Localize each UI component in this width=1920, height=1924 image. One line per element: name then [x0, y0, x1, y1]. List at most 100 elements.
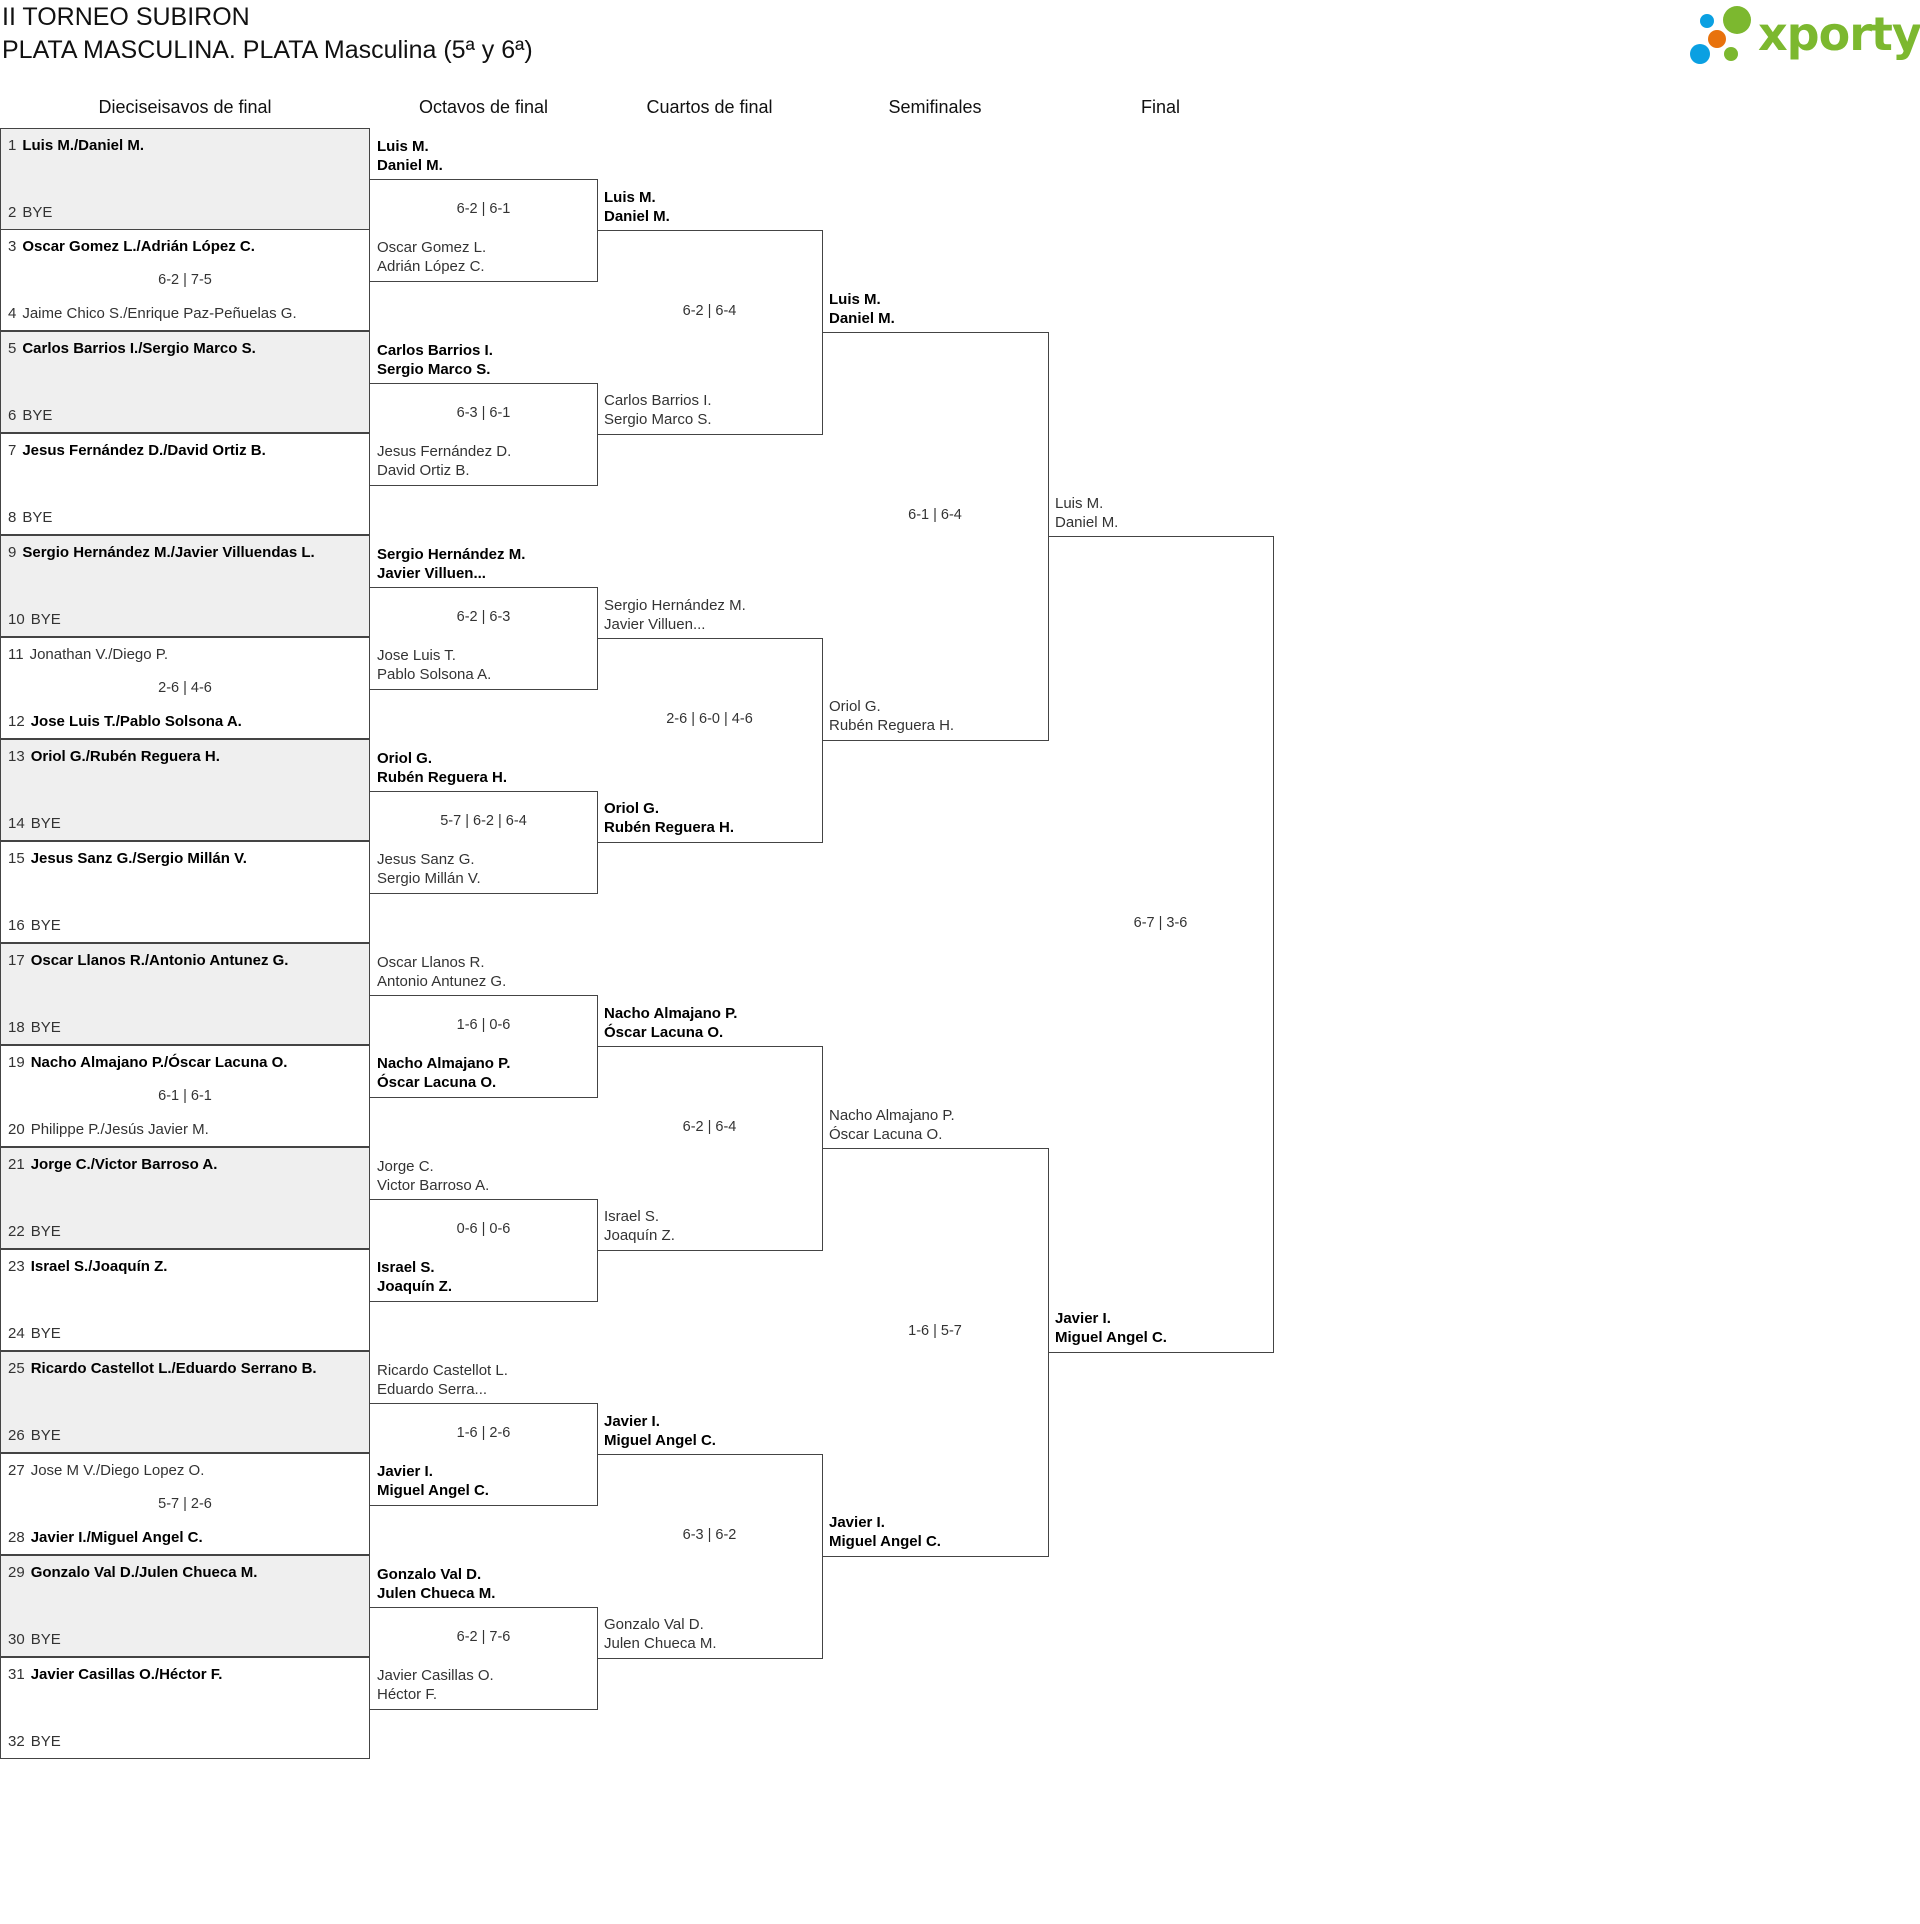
first-round-match[interactable]: 31 Javier Casillas O./Héctor F. 32 BYE [0, 1657, 370, 1759]
top-team[interactable]: Jorge C. Victor Barroso A. [370, 1157, 489, 1195]
match-box[interactable]: 0-6 | 0-6 Israel S. Joaquín Z. [370, 1199, 598, 1302]
team-name: BYE [30, 1325, 61, 1342]
match-box[interactable]: 6-2 | 6-3 Jose Luis T. Pablo Solsona A. [370, 587, 598, 690]
team-entry[interactable]: 27 Jose M V./Diego Lopez O. [8, 1461, 204, 1480]
team-entry[interactable]: 1 Luis M./Daniel M. [8, 136, 144, 155]
match-box[interactable]: 5-7 | 6-2 | 6-4 Jesus Sanz G. Sergio Millá… [370, 791, 598, 894]
match-box[interactable]: 6-2 | 6-4 Carlos Barrios I. Sergio Marco S… [597, 230, 823, 435]
team-entry[interactable]: 4 Jaime Chico S./Enrique Paz-Peñuelas G. [8, 304, 297, 323]
first-round-match[interactable]: 9 Sergio Hernández M./Javier Villuendas L… [0, 535, 370, 637]
team-entry[interactable]: 14 BYE [8, 814, 61, 833]
team-entry[interactable]: 13 Oriol G./Rubén Reguera H. [8, 747, 220, 766]
bottom-team[interactable]: Oriol G. Rubén Reguera H. [822, 697, 1048, 740]
top-team[interactable]: Sergio Hernández M. Javier Villuen... [597, 596, 746, 634]
match-box[interactable]: 1-6 | 2-6 Javier I. Miguel Angel C. [370, 1403, 598, 1506]
bottom-team[interactable]: Javier I. Miguel Angel C. [1048, 1309, 1273, 1352]
match-box[interactable]: 6-2 | 7-6 Javier Casillas O. Héctor F. [370, 1607, 598, 1710]
top-team[interactable]: Oscar Llanos R. Antonio Antunez G. [370, 953, 506, 991]
first-round-match[interactable]: 1 Luis M./Daniel M. 2 BYE [0, 128, 370, 230]
round-header: Dieciseisavos de final [98, 97, 272, 117]
team-entry[interactable]: 2 BYE [8, 203, 52, 222]
top-team[interactable]: Gonzalo Val D. Julen Chueca M. [370, 1565, 495, 1603]
team-entry[interactable]: 15 Jesus Sanz G./Sergio Millán V. [8, 849, 247, 868]
first-round-match[interactable]: 5 Carlos Barrios I./Sergio Marco S. 6 BYE [0, 331, 370, 433]
match-box[interactable]: 6-3 | 6-2 Gonzalo Val D. Julen Chueca M. [597, 1454, 823, 1659]
match-box[interactable]: 1-6 | 5-7 Javier I. Miguel Angel C. [822, 1148, 1049, 1557]
bottom-team[interactable]: Nacho Almajano P. Óscar Lacuna O. [370, 1054, 597, 1097]
top-team[interactable]: Sergio Hernández M. Javier Villuen... [370, 545, 525, 583]
team-entry[interactable]: 23 Israel S./Joaquín Z. [8, 1257, 167, 1276]
first-round-match[interactable]: 29 Gonzalo Val D./Julen Chueca M. 30 BYE [0, 1555, 370, 1657]
first-round-match[interactable]: 27 Jose M V./Diego Lopez O. 28 Javier I./Mi… [0, 1453, 370, 1555]
team-entry[interactable]: 19 Nacho Almajano P./Óscar Lacuna O. [8, 1053, 287, 1072]
team-entry[interactable]: 30 BYE [8, 1630, 61, 1649]
first-round-match[interactable]: 23 Israel S./Joaquín Z. 24 BYE [0, 1249, 370, 1351]
team-entry[interactable]: 10 BYE [8, 610, 61, 629]
team-entry[interactable]: 3 Oscar Gomez L./Adrián López C. [8, 237, 255, 256]
team-entry[interactable]: 32 BYE [8, 1732, 61, 1751]
player-name: Israel S. [604, 1208, 660, 1225]
match-box[interactable]: 6-1 | 6-4 Oriol G. Rubén Reguera H. [822, 332, 1049, 741]
bottom-team[interactable]: Jesus Fernández D. David Ortiz B. [370, 442, 597, 485]
bottom-team[interactable]: Carlos Barrios I. Sergio Marco S. [597, 391, 822, 434]
team-name: BYE [30, 917, 61, 934]
team-entry[interactable]: 8 BYE [8, 508, 52, 527]
match-box[interactable]: 6-3 | 6-1 Jesus Fernández D. David Ortiz B… [370, 383, 598, 486]
first-round-match[interactable]: 19 Nacho Almajano P./Óscar Lacuna O. 20 Phi… [0, 1045, 370, 1147]
team-entry[interactable]: 26 BYE [8, 1426, 61, 1445]
top-team[interactable]: Luis M. Daniel M. [597, 188, 670, 226]
match-box[interactable]: 2-6 | 6-0 | 4-6 Oriol G. Rubén Reguera H. [597, 638, 823, 843]
team-entry[interactable]: 31 Javier Casillas O./Héctor F. [8, 1665, 222, 1684]
team-entry[interactable]: 9 Sergio Hernández M./Javier Villuendas L… [8, 543, 315, 562]
seed-number: 18 [8, 1019, 25, 1036]
team-entry[interactable]: 5 Carlos Barrios I./Sergio Marco S. [8, 339, 256, 358]
bottom-team[interactable]: Javier I. Miguel Angel C. [370, 1462, 597, 1505]
first-round-match[interactable]: 13 Oriol G./Rubén Reguera H. 14 BYE [0, 739, 370, 841]
bottom-team[interactable]: Jose Luis T. Pablo Solsona A. [370, 646, 597, 689]
first-round-match[interactable]: 3 Oscar Gomez L./Adrián López C. 4 Jaime Ch… [0, 229, 370, 331]
team-entry[interactable]: 29 Gonzalo Val D./Julen Chueca M. [8, 1563, 257, 1582]
team-entry[interactable]: 22 BYE [8, 1222, 61, 1241]
top-team[interactable]: Javier I. Miguel Angel C. [597, 1412, 716, 1450]
first-round-match[interactable]: 21 Jorge C./Victor Barroso A. 22 BYE [0, 1147, 370, 1249]
bottom-team[interactable]: Israel S. Joaquín Z. [370, 1258, 597, 1301]
bottom-team[interactable]: Javier I. Miguel Angel C. [822, 1513, 1048, 1556]
bottom-team[interactable]: Jesus Sanz G. Sergio Millán V. [370, 850, 597, 893]
player-name: Oscar Llanos R. [377, 954, 485, 971]
top-team[interactable]: Ricardo Castellot L. Eduardo Serra... [370, 1361, 508, 1399]
top-team[interactable]: Nacho Almajano P. Óscar Lacuna O. [597, 1004, 737, 1042]
team-entry[interactable]: 12 Jose Luis T./Pablo Solsona A. [8, 712, 242, 731]
first-round-match[interactable]: 7 Jesus Fernández D./David Ortiz B. 8 BYE [0, 433, 370, 535]
match-box[interactable]: 6-7 | 3-6 Javier I. Miguel Angel C. [1048, 536, 1274, 1353]
team-entry[interactable]: 25 Ricardo Castellot L./Eduardo Serrano B… [8, 1359, 317, 1378]
match-box[interactable]: 6-2 | 6-1 Oscar Gomez L. Adrián López C. [370, 179, 598, 282]
top-team[interactable]: Luis M. Daniel M. [370, 137, 443, 175]
team-entry[interactable]: 24 BYE [8, 1324, 61, 1343]
team-entry[interactable]: 28 Javier I./Miguel Angel C. [8, 1528, 203, 1547]
first-round-match[interactable]: 25 Ricardo Castellot L./Eduardo Serrano B… [0, 1351, 370, 1453]
first-round-match[interactable]: 17 Oscar Llanos R./Antonio Antunez G. 18 BY… [0, 943, 370, 1045]
team-entry[interactable]: 17 Oscar Llanos R./Antonio Antunez G. [8, 951, 288, 970]
bottom-team[interactable]: Javier Casillas O. Héctor F. [370, 1666, 597, 1709]
top-team[interactable]: Luis M. Daniel M. [822, 290, 895, 328]
bottom-team[interactable]: Gonzalo Val D. Julen Chueca M. [597, 1615, 822, 1658]
team-entry[interactable]: 6 BYE [8, 406, 52, 425]
match-box[interactable]: 6-2 | 6-4 Israel S. Joaquín Z. [597, 1046, 823, 1251]
team-entry[interactable]: 11 Jonathan V./Diego P. [8, 645, 168, 664]
top-team[interactable]: Nacho Almajano P. Óscar Lacuna O. [822, 1106, 955, 1144]
match-box[interactable]: 1-6 | 0-6 Nacho Almajano P. Óscar Lacuna O… [370, 995, 598, 1098]
player-name: Oriol G. [377, 750, 433, 767]
top-team[interactable]: Carlos Barrios I. Sergio Marco S. [370, 341, 493, 379]
team-entry[interactable]: 21 Jorge C./Victor Barroso A. [8, 1155, 217, 1174]
first-round-match[interactable]: 15 Jesus Sanz G./Sergio Millán V. 16 BYE [0, 841, 370, 943]
team-entry[interactable]: 18 BYE [8, 1018, 61, 1037]
team-entry[interactable]: 16 BYE [8, 916, 61, 935]
top-team[interactable]: Oriol G. Rubén Reguera H. [370, 749, 507, 787]
top-team[interactable]: Luis M. Daniel M. [1048, 494, 1118, 532]
bottom-team[interactable]: Israel S. Joaquín Z. [597, 1207, 822, 1250]
bottom-team[interactable]: Oscar Gomez L. Adrián López C. [370, 238, 597, 281]
first-round-match[interactable]: 11 Jonathan V./Diego P. 12 Jose Luis T./Pab… [0, 637, 370, 739]
team-entry[interactable]: 7 Jesus Fernández D./David Ortiz B. [8, 441, 266, 460]
bottom-team[interactable]: Oriol G. Rubén Reguera H. [597, 799, 822, 842]
team-entry[interactable]: 20 Philippe P./Jesús Javier M. [8, 1120, 209, 1139]
